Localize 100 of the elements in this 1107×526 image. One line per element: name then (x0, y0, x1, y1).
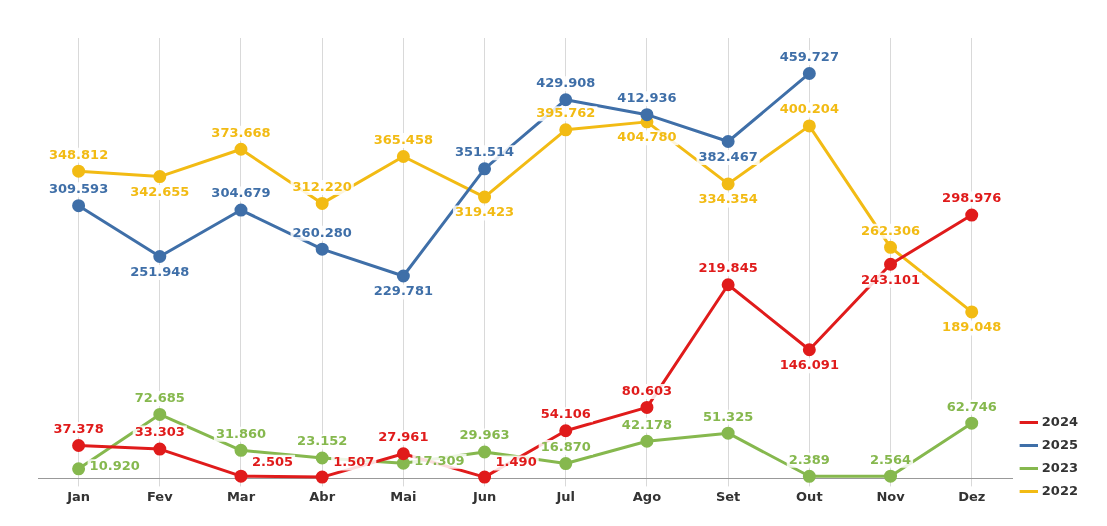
data-label: 31.860 (215, 425, 267, 441)
data-label: 319.423 (454, 204, 515, 220)
data-label: 334.354 (698, 191, 758, 207)
data-label: 33.303 (134, 424, 185, 440)
data-label: 72.685 (134, 389, 185, 405)
point (396, 447, 410, 461)
data-label: 251.948 (130, 263, 190, 279)
point (721, 135, 735, 149)
point (640, 434, 654, 448)
data-label: 62.746 (946, 398, 997, 414)
data-label: 10.920 (89, 458, 140, 474)
x-tick-label: Jun (471, 488, 497, 504)
point (315, 242, 329, 256)
x-tick-label: Set (715, 488, 741, 504)
data-label: 243.101 (860, 271, 921, 287)
x-tick-label: Mar (226, 488, 256, 504)
point (721, 177, 735, 191)
x-tick-label: Out (796, 488, 823, 504)
point (640, 108, 654, 122)
point (884, 257, 898, 271)
point (478, 445, 492, 459)
point (72, 164, 86, 178)
data-label: 23.152 (297, 433, 348, 449)
data-label: 42.178 (621, 416, 673, 432)
point (234, 203, 248, 217)
data-label: 298.976 (942, 190, 1002, 206)
data-label: 17.309 (414, 452, 465, 468)
data-label: 429.908 (536, 75, 596, 91)
data-label: 1.490 (495, 454, 537, 470)
point (234, 142, 248, 156)
data-label: 351.514 (454, 144, 515, 160)
point (965, 416, 979, 430)
data-label: 219.845 (698, 260, 758, 276)
point (802, 469, 816, 483)
data-label: 309.593 (48, 181, 109, 197)
point (234, 469, 248, 483)
x-tick-label: Fev (146, 488, 174, 504)
data-label: 304.679 (211, 185, 271, 201)
point (478, 162, 492, 176)
data-label: 373.668 (211, 124, 271, 140)
point (559, 424, 573, 438)
point (72, 462, 86, 476)
x-tick-label: Jul (555, 488, 576, 504)
data-label: 348.812 (48, 146, 109, 162)
point (965, 305, 979, 319)
point (396, 150, 410, 164)
data-label: 2.389 (788, 451, 830, 467)
point (153, 249, 167, 263)
point (315, 196, 329, 210)
data-label: 412.936 (617, 90, 677, 106)
data-label: 2.564 (869, 451, 912, 467)
data-label: 459.727 (779, 48, 839, 64)
data-label: 51.325 (703, 408, 754, 424)
data-label: 54.106 (540, 406, 591, 422)
legend-label: 2023 (1041, 459, 1079, 475)
point (153, 170, 167, 184)
legend-label: 2025 (1041, 436, 1079, 452)
data-label: 80.603 (621, 382, 673, 398)
legend-label: 2024 (1041, 413, 1079, 429)
point (153, 442, 167, 456)
x-tick-label: Nov (876, 488, 906, 504)
point (884, 240, 898, 254)
data-label: 400.204 (779, 101, 839, 117)
x-tick-label: Ago (632, 488, 662, 504)
point (721, 278, 735, 292)
point (965, 208, 979, 222)
x-tick-label: Dez (958, 488, 986, 504)
data-label: 262.306 (860, 222, 921, 238)
data-label: 260.280 (292, 224, 352, 240)
data-label: 189.048 (942, 319, 1002, 335)
point (640, 400, 654, 414)
x-tick-label: Abr (309, 488, 336, 504)
data-label: 365.458 (373, 131, 433, 147)
data-label: 29.963 (459, 427, 510, 443)
point (884, 469, 898, 483)
point (721, 426, 735, 440)
legend-label: 2022 (1041, 482, 1079, 498)
data-label: 146.091 (779, 357, 839, 373)
x-tick-label: Mai (390, 488, 417, 504)
data-label: 382.467 (698, 148, 758, 164)
data-label: 27.961 (378, 429, 429, 445)
data-label: 312.220 (292, 178, 352, 194)
data-label: 395.762 (536, 105, 596, 121)
data-label: 1.507 (333, 454, 375, 470)
point (315, 451, 329, 465)
data-label: 229.781 (373, 283, 433, 299)
data-label: 37.378 (53, 420, 104, 436)
data-label: 342.655 (130, 183, 190, 199)
point (153, 407, 167, 421)
data-label: 2.505 (251, 453, 294, 469)
point (72, 199, 86, 213)
point (559, 123, 573, 137)
point (234, 443, 248, 457)
point (802, 66, 816, 80)
point (802, 343, 816, 357)
point (802, 119, 816, 133)
point (396, 269, 410, 283)
point (478, 190, 492, 204)
data-label: 404.780 (617, 129, 677, 145)
data-label: 16.870 (540, 438, 591, 454)
